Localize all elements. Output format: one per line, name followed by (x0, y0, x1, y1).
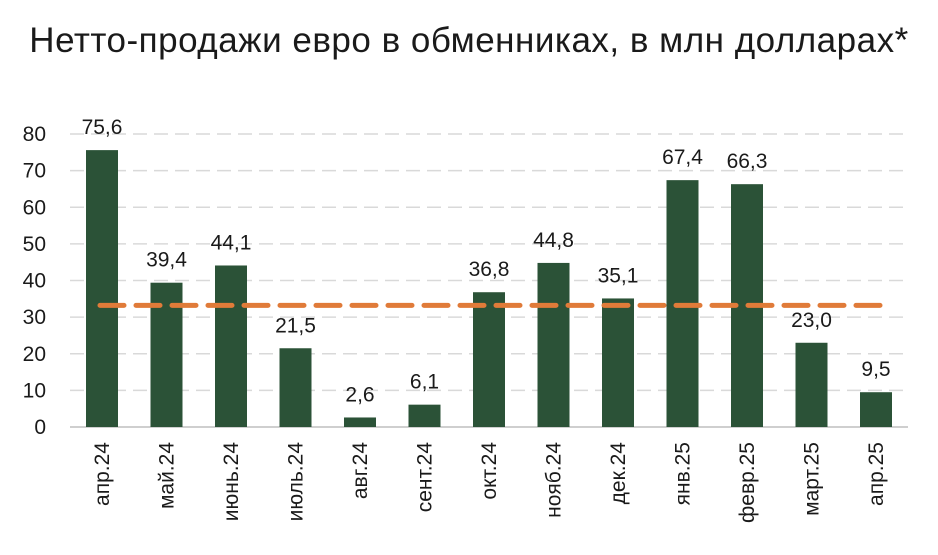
data-label: 36,8 (469, 258, 510, 281)
x-tick-label: нояб.24 (543, 442, 566, 518)
bars (86, 150, 892, 428)
y-tick-label: 70 (23, 160, 46, 183)
data-label: 75,6 (82, 116, 123, 139)
y-tick-label: 80 (23, 123, 46, 146)
y-tick-label: 20 (23, 343, 46, 366)
data-label: 67,4 (662, 146, 703, 169)
x-tick-label: май.24 (156, 442, 179, 509)
data-label: 23,0 (791, 309, 832, 332)
bar (795, 342, 828, 427)
x-tick-label: март.25 (801, 442, 824, 516)
y-tick-label: 50 (23, 233, 46, 256)
x-tick-label: апр.24 (91, 442, 114, 506)
data-labels: 75,6 39,4 44,1 21,5 2,6 6,1 36,8 44,8 35,1 67,4 66… (82, 116, 891, 406)
bar (860, 392, 892, 427)
data-label: 21,5 (275, 314, 316, 337)
bar (279, 348, 312, 427)
data-label: 66,3 (727, 150, 768, 173)
bar (86, 150, 118, 428)
data-label: 2,6 (345, 383, 374, 406)
data-label: 6,1 (410, 371, 439, 394)
bar (537, 262, 570, 427)
x-tick-label: апр.25 (865, 442, 888, 506)
x-tick-label: июнь.24 (220, 442, 243, 522)
x-axis-ticks: апр.24 май.24 июнь.24 июль.24 авг.24 сент.24 о… (91, 442, 888, 523)
chart-title: Нетто-продажи евро в обменниках, в млн д… (29, 21, 909, 60)
y-tick-label: 60 (23, 196, 46, 219)
bar (344, 417, 376, 427)
data-label: 44,1 (211, 231, 252, 254)
data-label: 9,5 (861, 358, 890, 381)
bar (473, 292, 505, 427)
x-tick-label: июль.24 (285, 442, 308, 522)
y-tick-label: 0 (34, 416, 46, 439)
x-tick-label: дек.24 (607, 442, 630, 505)
x-tick-label: янв.25 (672, 442, 695, 505)
y-tick-label: 30 (23, 306, 46, 329)
x-tick-label: авг.24 (349, 442, 372, 499)
data-label: 44,8 (533, 229, 574, 252)
y-axis-ticks: 0 10 20 30 40 50 60 70 80 (23, 123, 46, 439)
y-tick-label: 10 (23, 379, 46, 402)
bar (215, 265, 247, 427)
x-tick-label: сент.24 (414, 442, 437, 513)
gridlines (70, 133, 908, 428)
bar (602, 298, 634, 427)
data-label: 35,1 (598, 264, 639, 287)
x-tick-label: февр.25 (736, 442, 759, 523)
x-tick-label: окт.24 (478, 442, 501, 500)
data-label: 39,4 (146, 249, 187, 272)
bar (408, 404, 441, 427)
y-tick-label: 40 (23, 270, 46, 293)
